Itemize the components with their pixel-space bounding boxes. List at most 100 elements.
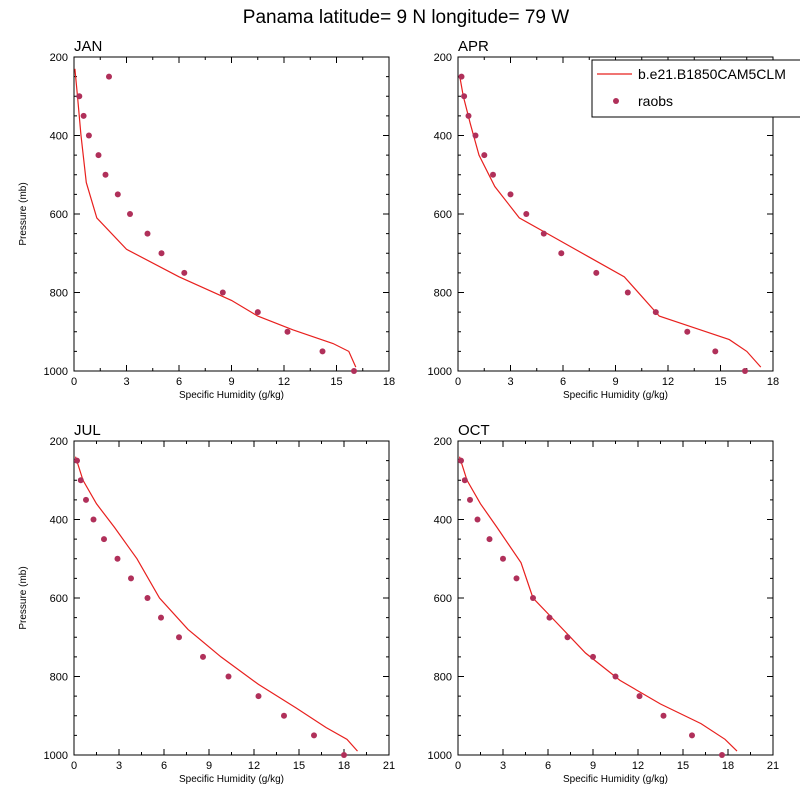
x-tick-label: 0	[455, 376, 461, 388]
y-tick-label: 800	[434, 672, 452, 684]
panel-jul: 0 3 6 9 12 15 18 21 200 400 600 800 1000 JUL Specific …	[18, 422, 395, 785]
obs-point	[465, 112, 472, 119]
panel-oct: 0 3 6 9 12 15 18 21 200 400 600 800 1000 OCT Specific …	[428, 422, 780, 785]
obs-point	[719, 752, 725, 758]
x-tick-label: 3	[116, 760, 122, 772]
obs-point	[74, 457, 80, 464]
x-axis-label: Specific Humidity (g/kg)	[179, 390, 284, 401]
obs-point	[284, 328, 291, 335]
obs-point	[351, 368, 357, 374]
y-tick-label: 600	[50, 593, 68, 605]
obs-point	[458, 73, 465, 80]
obs-point	[158, 250, 165, 257]
obs-point	[181, 269, 188, 276]
panel-title: JAN	[74, 38, 102, 55]
obs-point	[101, 536, 107, 543]
y-tick-label: 400	[50, 131, 68, 143]
obs-point	[742, 368, 748, 374]
obs-point	[158, 614, 164, 621]
obs-point	[636, 693, 643, 700]
panel-title: JUL	[74, 422, 101, 439]
obs-point	[712, 348, 719, 355]
obs-point	[95, 152, 102, 159]
x-tick-label: 6	[161, 760, 167, 772]
x-tick-label: 6	[545, 760, 551, 772]
x-tick-label: 18	[338, 760, 350, 772]
x-tick-label: 18	[383, 376, 395, 388]
x-tick-label: 12	[632, 760, 644, 772]
obs-point	[540, 230, 547, 237]
x-tick-label: 9	[612, 376, 618, 388]
legend: b.e21.B1850CAM5CLM raobs	[591, 59, 800, 118]
obs-point	[458, 457, 464, 464]
panel-apr: 0 3 6 9 12 15 18 200 400 600 800 1000 APR Specific Hu…	[428, 38, 780, 401]
y-tick-label: 1000	[428, 750, 452, 762]
y-tick-label: 400	[50, 515, 68, 527]
obs-point	[106, 73, 112, 80]
obs-point	[80, 112, 87, 119]
y-tick-label: 200	[50, 52, 68, 64]
obs-point	[77, 477, 84, 484]
x-tick-label: 9	[206, 760, 212, 772]
y-tick-label: 400	[434, 515, 452, 527]
x-tick-label: 15	[714, 376, 726, 388]
y-axis-label: Pressure (mb)	[18, 182, 29, 245]
obs-point	[593, 269, 600, 276]
obs-point	[558, 250, 565, 257]
obs-point	[523, 211, 530, 217]
x-tick-label: 9	[228, 376, 234, 388]
y-axis-label: Pressure (mb)	[18, 566, 29, 629]
y-tick-label: 600	[434, 209, 452, 221]
obs-point	[590, 653, 596, 660]
y-tick-label: 800	[434, 288, 452, 300]
panel-title: APR	[458, 38, 489, 55]
obs-point	[689, 732, 695, 739]
y-tick-label: 200	[50, 436, 68, 448]
x-tick-label: 12	[278, 376, 290, 388]
model-line	[74, 456, 358, 752]
obs-point	[219, 289, 226, 296]
x-axis-label: Specific Humidity (g/kg)	[563, 390, 668, 401]
legend-entry-raobs: raobs	[638, 93, 673, 109]
obs-point	[564, 634, 571, 641]
y-tick-label: 200	[434, 436, 452, 448]
x-axis-label: Specific Humidity (g/kg)	[563, 774, 668, 785]
y-tick-label: 600	[50, 209, 68, 221]
obs-point	[472, 132, 479, 139]
y-tick-label: 800	[50, 288, 68, 300]
obs-point	[486, 536, 493, 543]
obs-point	[319, 348, 326, 355]
obs-point	[500, 555, 506, 562]
obs-point	[127, 211, 133, 217]
x-tick-label: 12	[248, 760, 260, 772]
obs-point	[474, 516, 481, 523]
obs-point	[684, 328, 691, 335]
obs-point	[660, 712, 667, 719]
obs-point	[467, 496, 473, 503]
x-tick-label: 18	[722, 760, 734, 772]
obs-point	[225, 673, 232, 680]
panel-title: OCT	[458, 422, 490, 439]
y-tick-label: 1000	[428, 366, 452, 378]
x-tick-label: 0	[71, 376, 77, 388]
obs-point	[176, 634, 182, 641]
obs-point	[144, 230, 151, 237]
x-axis-label: Specific Humidity (g/kg)	[179, 774, 284, 785]
obs-point	[114, 191, 121, 198]
y-tick-label: 200	[434, 52, 452, 64]
x-tick-label: 15	[293, 760, 305, 772]
x-tick-label: 15	[677, 760, 689, 772]
obs-point	[624, 289, 631, 296]
obs-point	[341, 752, 347, 758]
obs-point	[652, 309, 659, 316]
plot-frame	[73, 440, 390, 756]
y-tick-label: 400	[434, 131, 452, 143]
legend-entry-model: b.e21.B1850CAM5CLM	[638, 66, 786, 82]
x-tick-label: 6	[176, 376, 182, 388]
obs-point	[513, 575, 520, 582]
x-tick-label: 12	[662, 376, 674, 388]
x-tick-label: 0	[455, 760, 461, 772]
obs-point	[461, 477, 468, 484]
